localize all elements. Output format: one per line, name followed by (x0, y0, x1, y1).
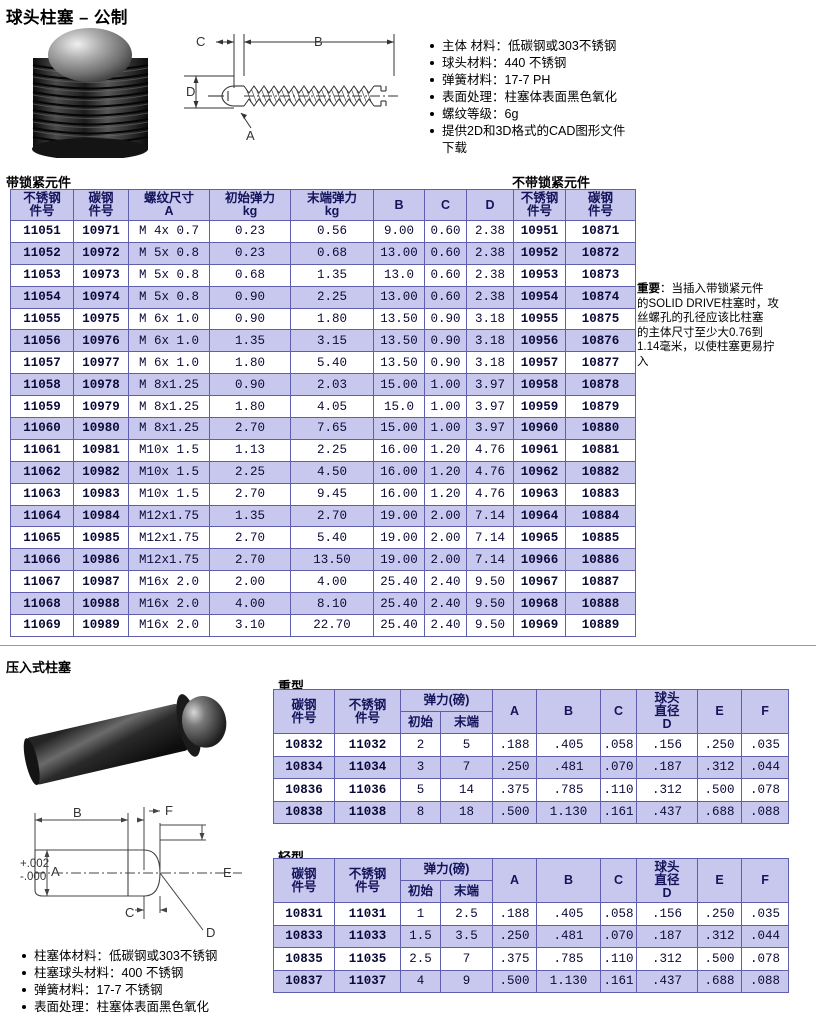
svg-text:A: A (246, 128, 255, 143)
svg-text:A: A (51, 864, 60, 879)
svg-text:B: B (314, 34, 323, 49)
svg-text:C: C (196, 34, 205, 49)
svg-text:B: B (73, 805, 82, 820)
svg-text:E: E (223, 865, 232, 880)
svg-text:D: D (186, 84, 195, 99)
svg-text:+.002: +.002 (20, 858, 49, 870)
svg-text:C: C (125, 905, 134, 920)
svg-text:D: D (206, 925, 215, 940)
svg-text:F: F (165, 805, 173, 818)
